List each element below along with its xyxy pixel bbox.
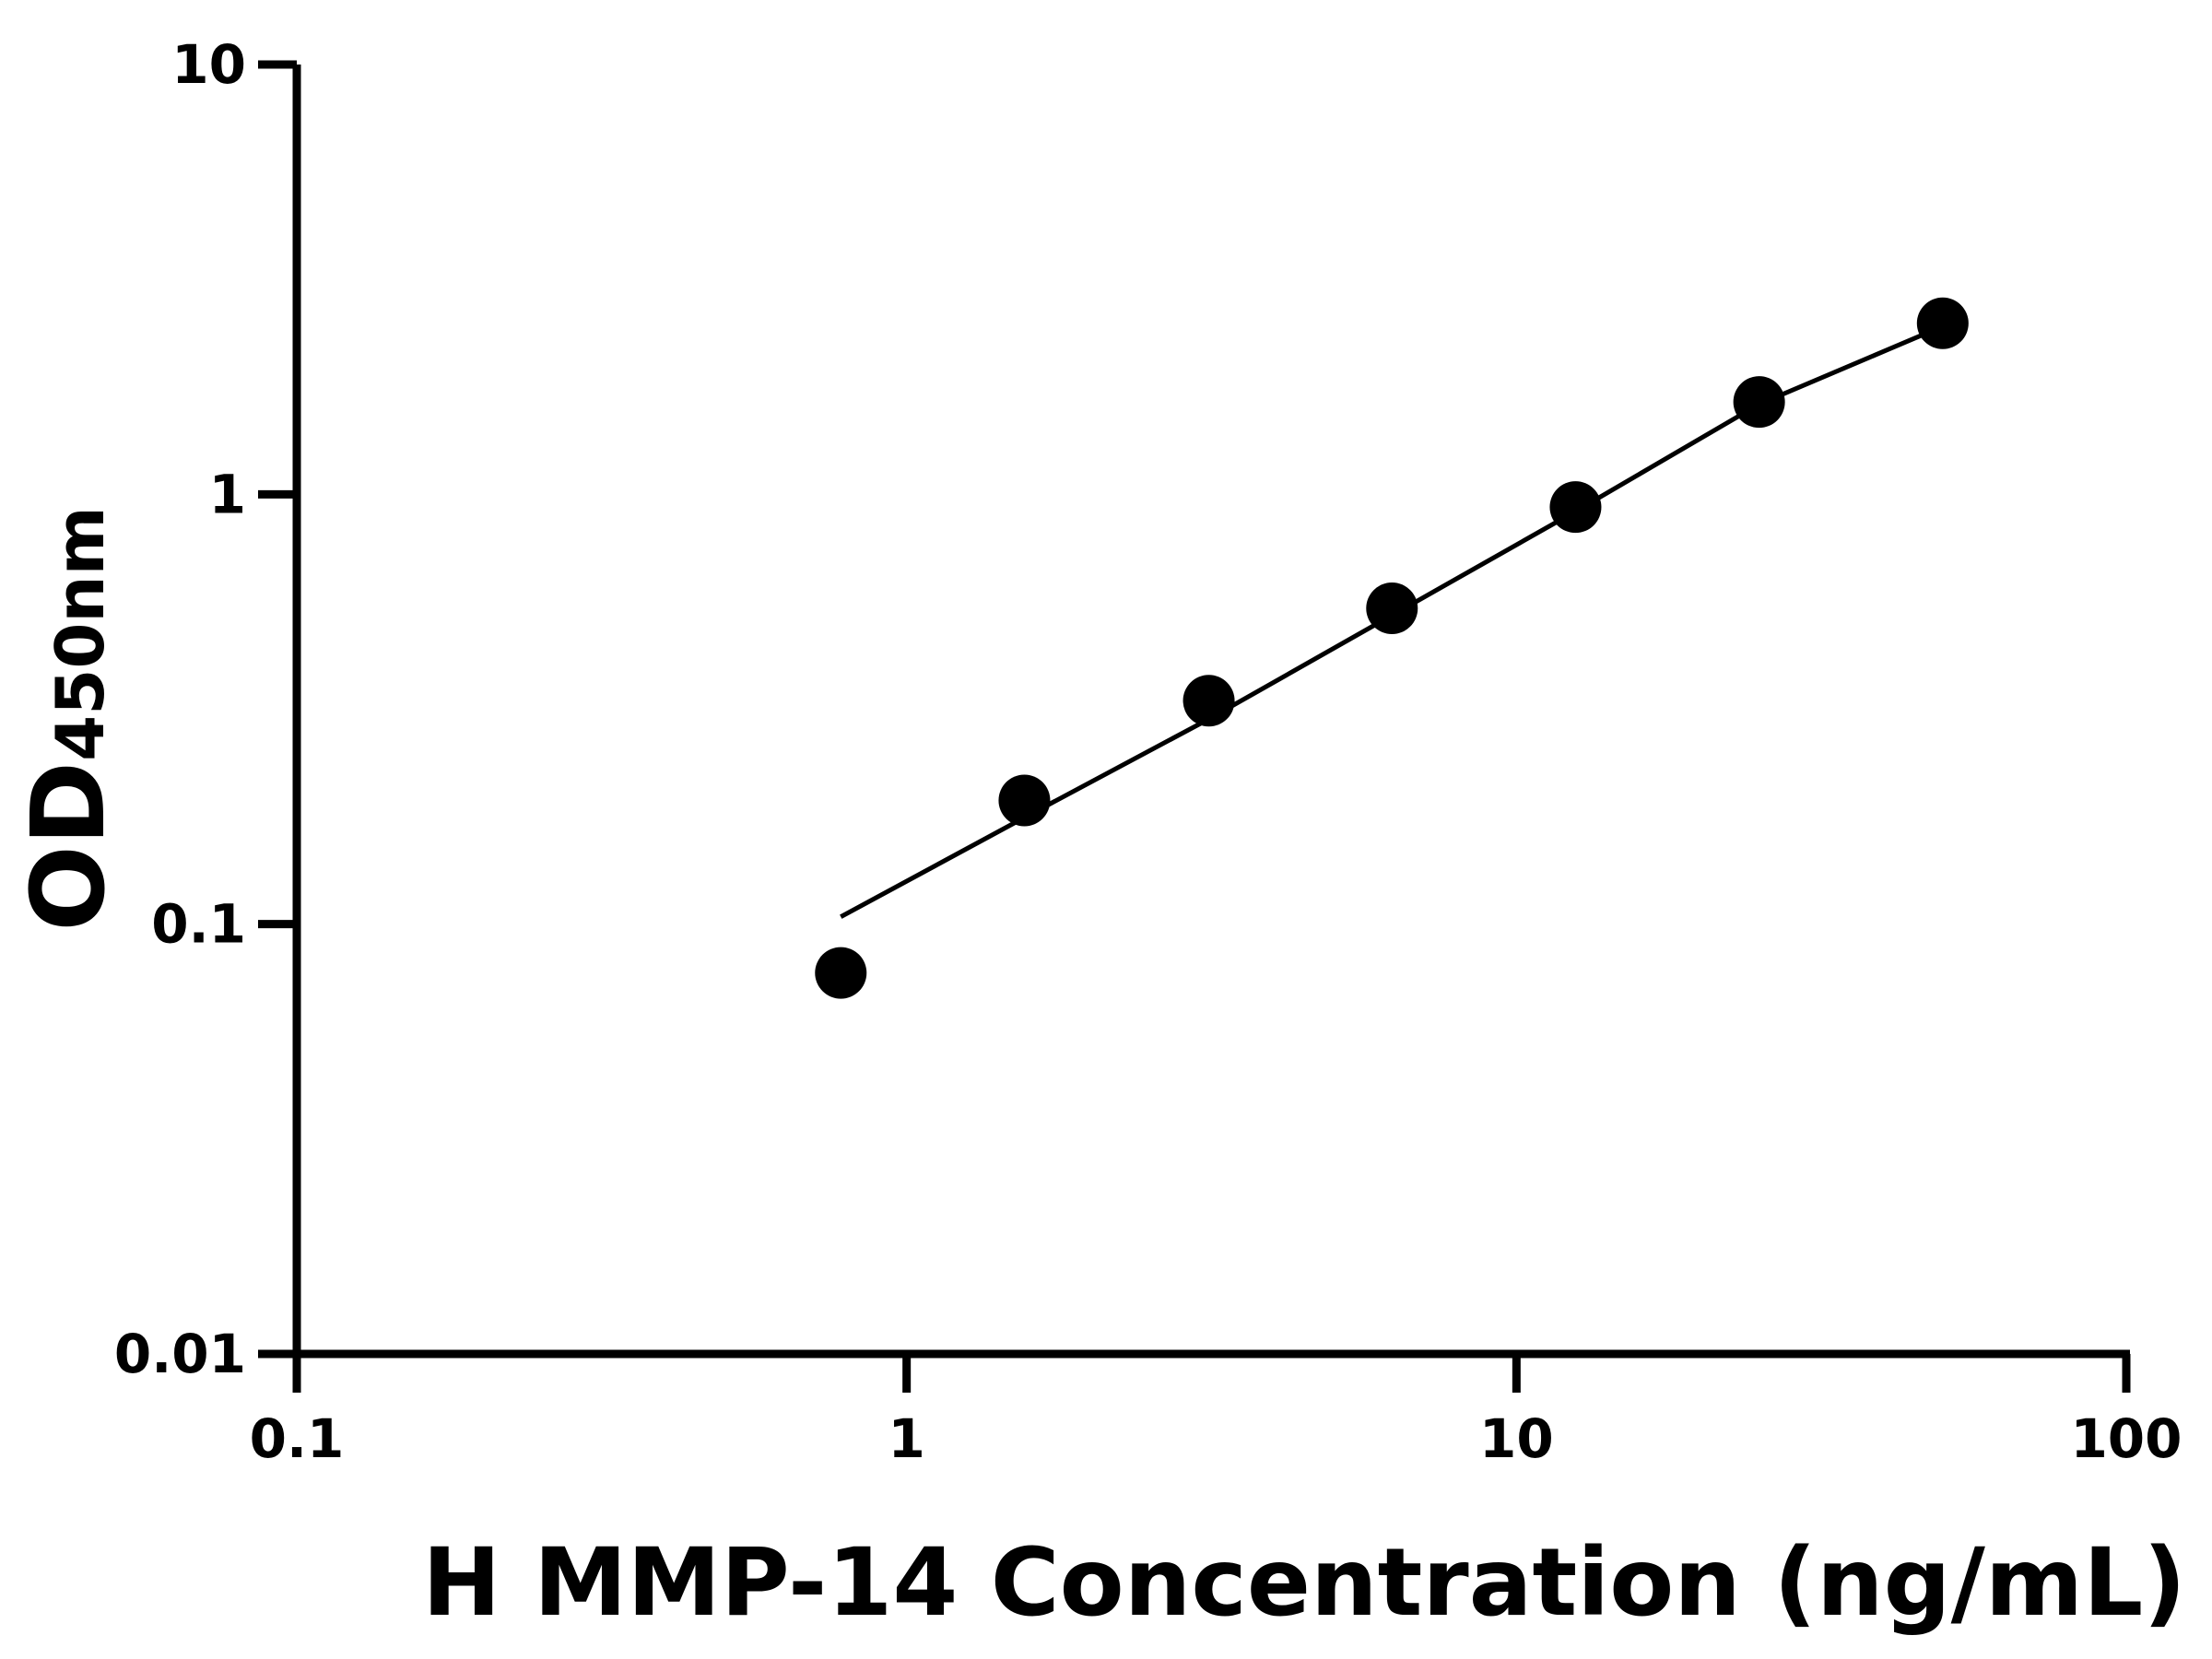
y-axis-title-main: OD bbox=[9, 761, 127, 932]
x-axis-title: H MMP-14 Concentration (ng/mL) bbox=[422, 1528, 2186, 1638]
fit-curve bbox=[840, 324, 1944, 919]
x-tick-label: 1 bbox=[888, 1407, 924, 1470]
x-tick-label: 0.1 bbox=[250, 1407, 345, 1470]
x-tick-label: 10 bbox=[1479, 1407, 1554, 1470]
y-tick-label: 1 bbox=[209, 463, 246, 525]
y-axis-title: OD450nm bbox=[9, 506, 127, 931]
data-point bbox=[1916, 297, 1969, 349]
y-tick-label: 10 bbox=[171, 33, 246, 96]
y-axis-title-subscript: 450nm bbox=[41, 506, 119, 761]
data-point bbox=[1549, 481, 1602, 534]
y-tick-label: 0.01 bbox=[114, 1323, 246, 1385]
x-tick-label: 100 bbox=[2070, 1407, 2182, 1470]
y-tick-label: 0.1 bbox=[151, 893, 246, 956]
data-point bbox=[998, 774, 1051, 827]
data-point bbox=[815, 947, 867, 999]
